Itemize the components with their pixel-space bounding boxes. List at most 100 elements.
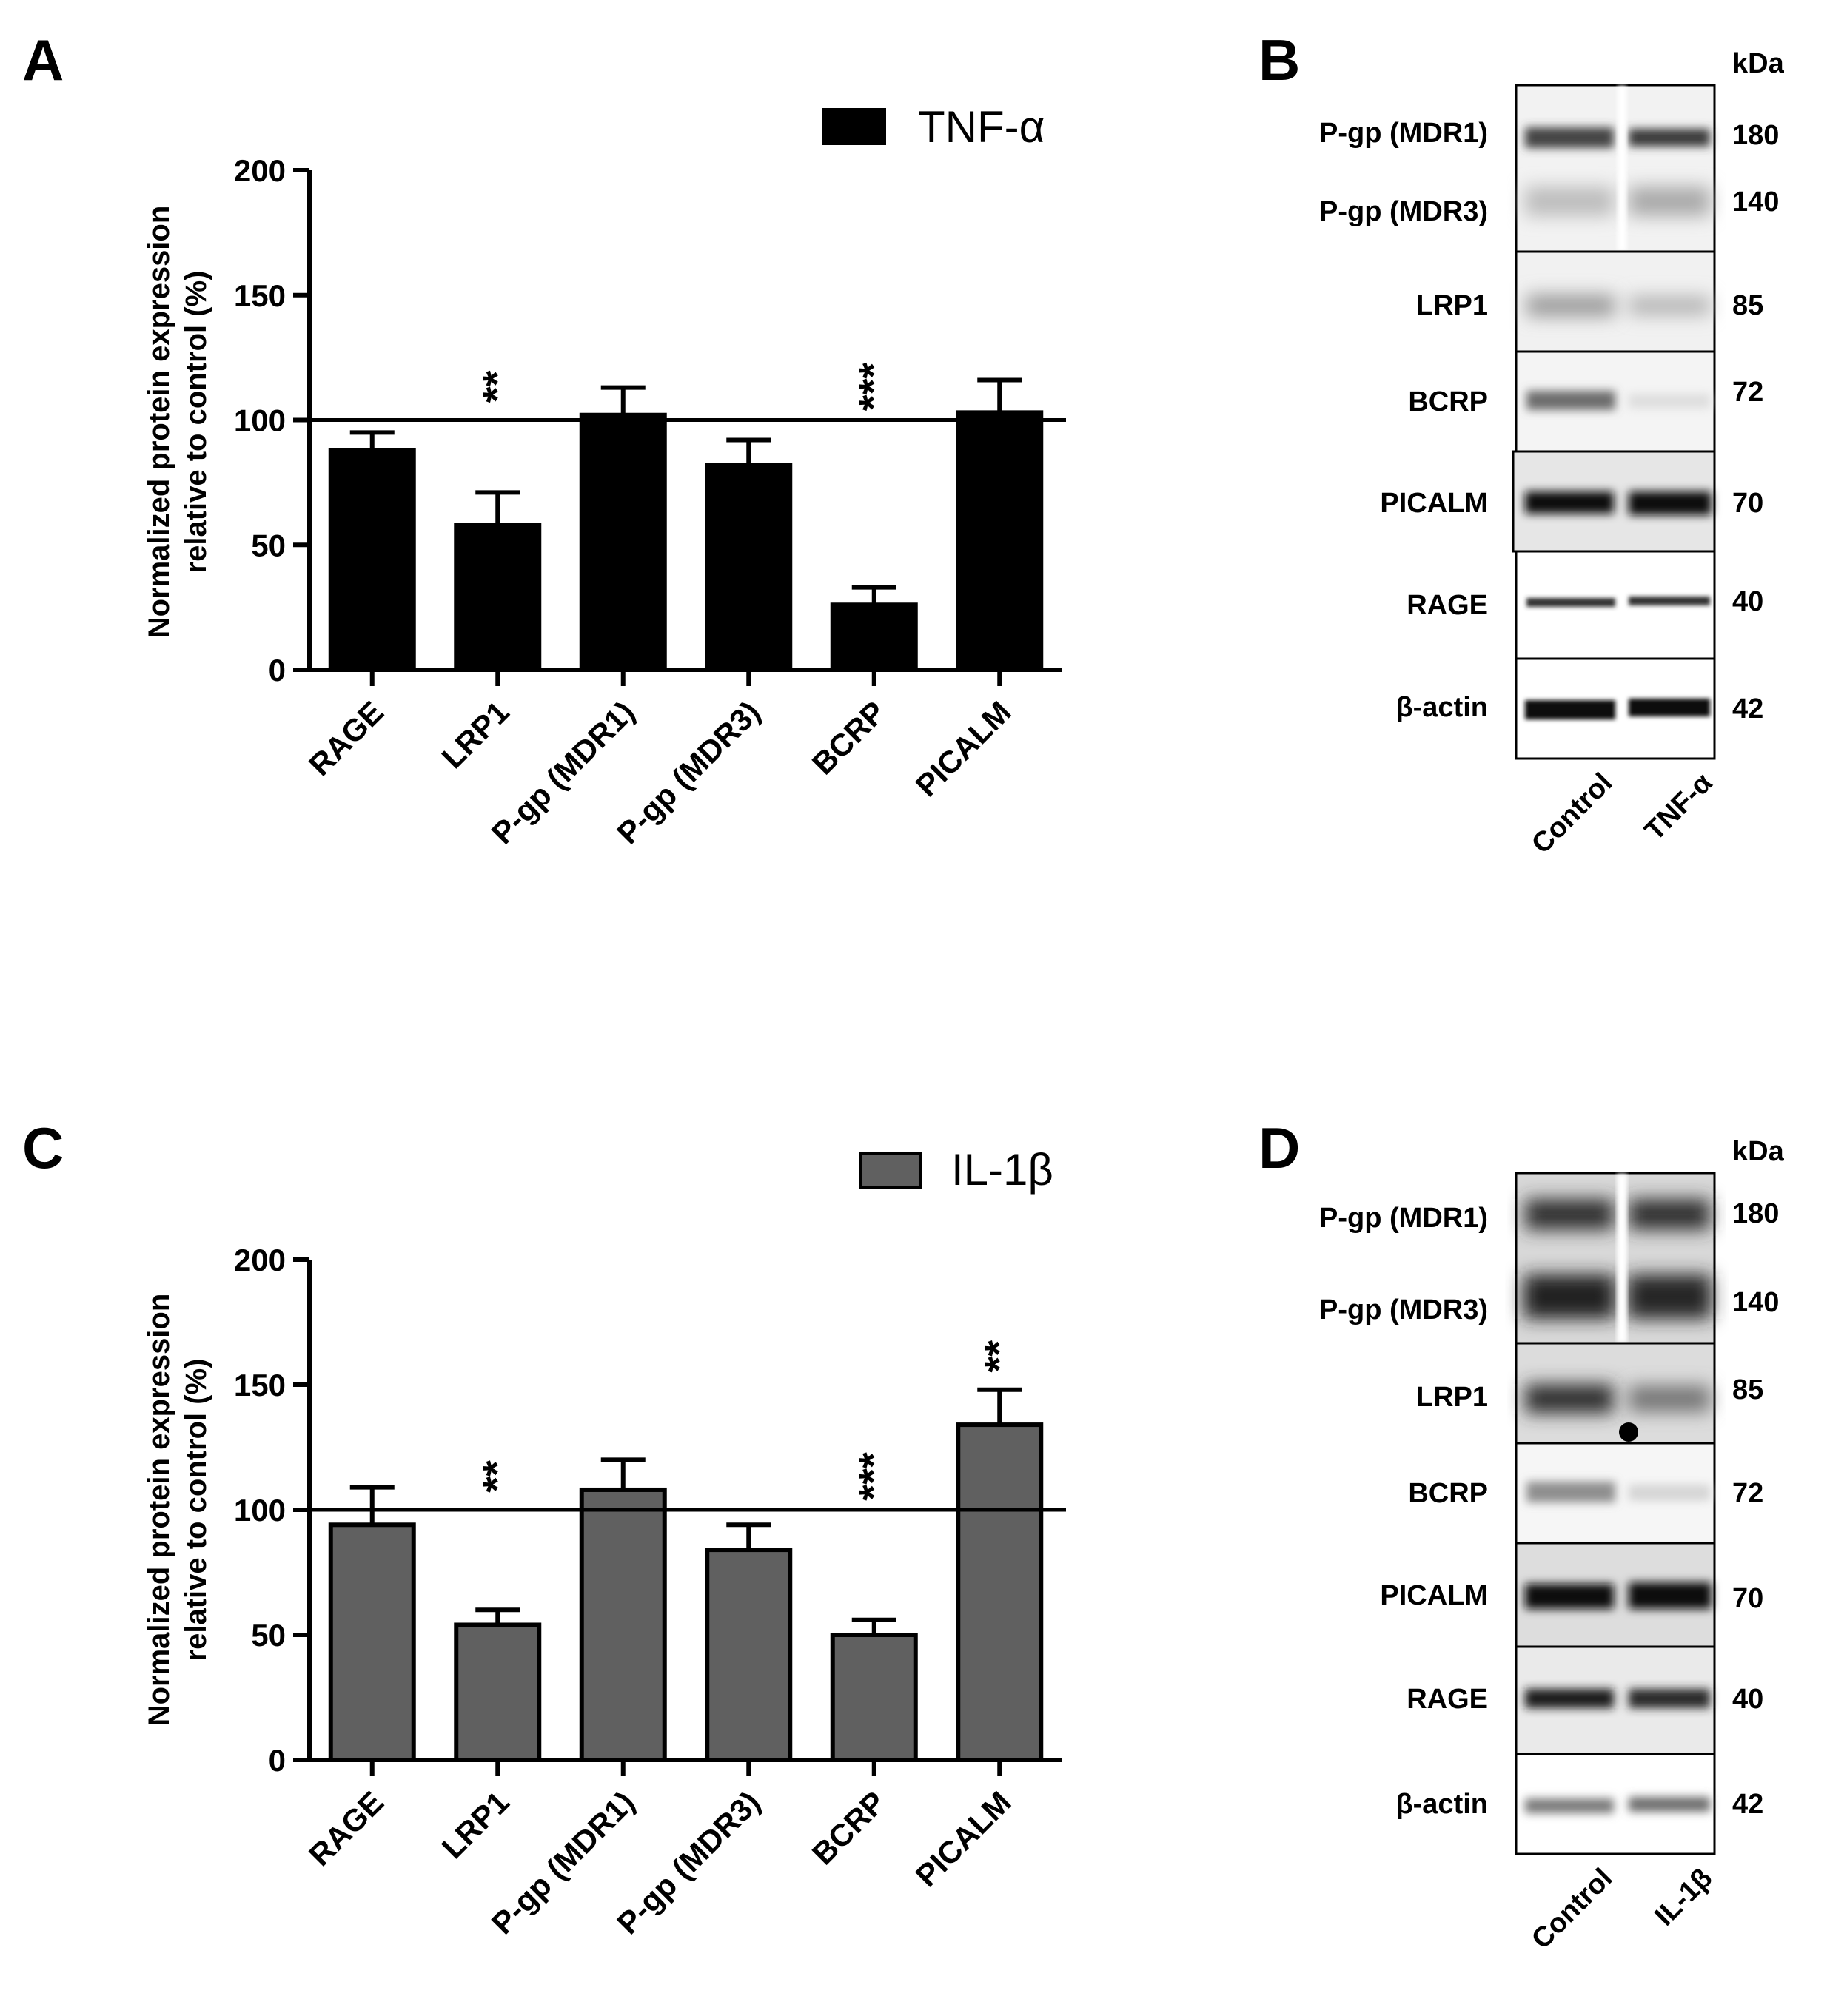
chart-c-error-bar-3 [726,1522,771,1550]
chart-c-bar-1 [454,1622,542,1762]
chart-a-y-tick-label-1: 50 [251,528,286,562]
blot-b-kda-lrp1: 85 [1732,290,1763,321]
blot-d-label-rage: RAGE [1407,1684,1488,1715]
blot-d-band-lrp1-control [1525,1384,1614,1414]
chart-c-significance-4: *** [850,1452,896,1501]
blot-d-band-actin-control [1525,1798,1614,1813]
blot-d-kda-header: kDa [1732,1136,1785,1167]
chart-c-il-1beta: Normalized protein expression relative t… [143,1145,1066,1941]
blot-d-lane-control: Control [1526,1863,1618,1955]
chart-c-legend-label: IL-1β [951,1145,1053,1195]
blot-b-box-pgp [1515,84,1716,253]
chart-a-x-label-4: BCRP [805,694,892,781]
chart-a-ylabel-line1: Normalized protein expression [143,206,175,639]
blot-b-kda-bcrp: 72 [1732,377,1763,408]
blot-d-band-bcrp-treated [1629,1485,1710,1501]
blot-d-kda-mdr3: 140 [1732,1287,1779,1318]
chart-a-bar-0 [328,448,416,672]
blot-d-band-mdr1-treated [1629,1199,1710,1230]
chart-a-legend-swatch [822,108,886,145]
blot-b-band-picalm-control [1525,491,1614,514]
blot-b-kda-mdr1: 180 [1732,120,1779,151]
blot-b-band-mdr3-treated [1629,187,1710,216]
blot-b-band-mdr3-control [1525,187,1614,216]
chart-c-bar-5 [956,1422,1044,1762]
blot-d-band-picalm-treated [1629,1582,1712,1609]
blot-d-label-bcrp: BCRP [1408,1478,1488,1509]
blot-b-kda-mdr3: 140 [1732,187,1779,218]
chart-c-x-label-5: PICALM [909,1784,1018,1893]
chart-a-bar-1 [454,523,542,672]
blot-d-band-rage-control [1525,1689,1614,1708]
chart-c-x-label-1: LRP1 [435,1784,515,1865]
chart-a-error-bar-4 [851,585,896,605]
chart-c-y-tick-label-1: 50 [251,1618,286,1653]
chart-c-significance-1: ** [473,1460,520,1493]
blot-b-label-mdr1: P-gp (MDR1) [1319,118,1488,149]
chart-a-bar-2 [579,412,667,672]
blot-d-band-bcrp-control [1526,1482,1615,1502]
blot-b-band-picalm-treated [1629,491,1712,515]
chart-a-significance-1: ** [473,371,520,403]
blot-b-band-actin-treated [1629,699,1710,716]
chart-a-bar-4 [830,602,918,672]
blot-b-label-picalm: PICALM [1380,488,1488,519]
blot-b-band-lrp1-treated [1629,296,1710,315]
chart-c-error-bar-4 [851,1617,896,1635]
blot-d-kda-actin: 42 [1732,1789,1763,1820]
blot-d-label-mdr1: P-gp (MDR1) [1319,1203,1488,1234]
blot-b-kda-header: kDa [1732,48,1785,79]
blot-d-band-rage-treated [1629,1689,1710,1708]
panel-letter-a: A [22,27,64,93]
chart-c-x-label-4: BCRP [805,1784,892,1871]
blot-b-label-actin: β-actin [1395,692,1488,723]
blot-d-lane-treated: IL-1β [1649,1863,1718,1932]
blot-d-label-mdr3: P-gp (MDR3) [1319,1294,1488,1325]
chart-a-bar-3 [705,463,793,672]
blot-d-lane-gap [1617,1174,1627,1343]
chart-a-error-bar-0 [349,430,395,450]
chart-a-tnf-alpha: Normalized protein expression relative t… [143,102,1066,851]
chart-c-bar-4 [830,1633,918,1762]
blot-d-band-lrp1-treated [1629,1385,1710,1412]
blot-b-label-rage: RAGE [1407,590,1488,621]
blot-b-band-bcrp-control [1526,391,1615,410]
chart-a-y-tick-label-2: 100 [234,403,286,438]
blot-d-band-mdr1-control [1525,1199,1614,1230]
blot-d-kda-lrp1: 85 [1732,1374,1763,1405]
chart-a-significance-4: *** [850,363,896,411]
panel-letter-c: C [22,1115,64,1180]
chart-c-bar-3 [705,1548,793,1763]
chart-c-bar-0 [328,1522,416,1763]
chart-a-x-label-1: LRP1 [435,694,515,775]
chart-a-bar-5 [956,410,1044,672]
blot-b-lane-gap [1618,86,1626,251]
blot-d-band-mdr3-treated [1627,1274,1712,1319]
chart-a-x-label-5: PICALM [909,694,1018,803]
chart-a-error-bar-2 [600,385,646,415]
chart-a-y-tick-label-4: 200 [234,153,286,188]
chart-a-legend-label: TNF-α [918,102,1045,152]
blot-d-kda-picalm: 70 [1732,1583,1763,1614]
chart-c-significance-5: ** [975,1340,1022,1373]
blot-b-lane-control: Control [1526,767,1618,860]
blot-b-band-rage-control [1526,598,1615,607]
blot-b-kda-actin: 42 [1732,693,1763,725]
chart-c-error-bar-5 [977,1387,1022,1425]
chart-c-ylabel-line1: Normalized protein expression [143,1294,175,1727]
blot-b-label-mdr3: P-gp (MDR3) [1319,196,1488,227]
chart-c-y-tick-label-4: 200 [234,1243,286,1277]
panel-letter-b: B [1258,27,1300,93]
chart-a-error-bar-5 [977,377,1022,413]
blot-d-band-mdr3-control [1523,1274,1615,1319]
blot-b-lane-treated: TNF-α [1639,767,1718,847]
chart-c-error-bar-1 [475,1607,520,1625]
western-blot-d: kDa P-gp (MDR1) 180 P-gp (MDR3) [1319,1136,1785,1955]
panel-letter-d: D [1258,1115,1300,1180]
chart-c-y-tick-label-2: 100 [234,1493,286,1528]
blot-b-band-bcrp-treated [1629,394,1710,409]
blot-d-kda-rage: 40 [1732,1684,1763,1715]
chart-a-error-bar-3 [726,437,771,466]
blot-b-band-actin-control [1525,700,1615,719]
chart-c-ylabel-line2: relative to control (%) [180,1359,212,1661]
